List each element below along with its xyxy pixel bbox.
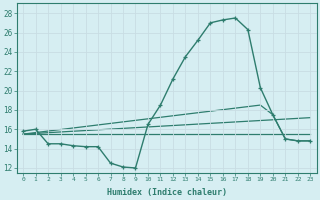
- X-axis label: Humidex (Indice chaleur): Humidex (Indice chaleur): [107, 188, 227, 197]
